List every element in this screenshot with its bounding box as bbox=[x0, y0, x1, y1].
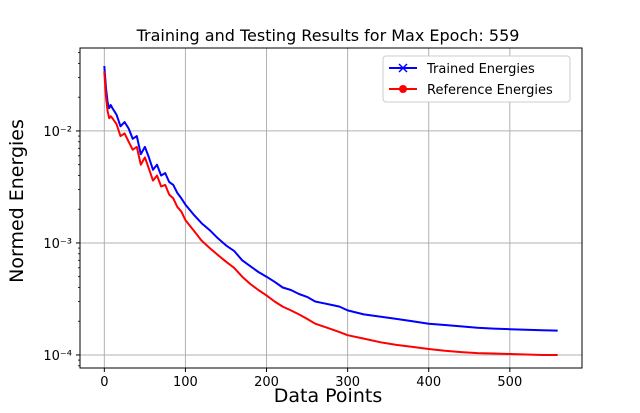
legend-marker-x-trained bbox=[398, 63, 408, 73]
y-axis-label: Normed Energies bbox=[6, 119, 28, 283]
legend-marker-o-reference bbox=[399, 85, 407, 93]
y-tick-label: 10⁻³ bbox=[43, 237, 72, 252]
x-axis-label: Data Points bbox=[274, 385, 382, 407]
y-tick-label: 10⁻² bbox=[43, 125, 72, 140]
legend-box bbox=[382, 55, 571, 103]
legend-label-trained: Trained Energies bbox=[426, 62, 535, 77]
x-tick-label: 300 bbox=[335, 375, 360, 390]
plot-frame bbox=[79, 47, 583, 369]
y-tick-label: 10⁻⁴ bbox=[43, 349, 72, 364]
x-tick-label: 400 bbox=[416, 375, 441, 390]
x-tick-label: 100 bbox=[173, 375, 198, 390]
grid-layer bbox=[80, 48, 582, 368]
chart-title: Training and Testing Results for Max Epo… bbox=[136, 26, 520, 45]
x-tick-label: 500 bbox=[497, 375, 522, 390]
x-tick-label: 200 bbox=[254, 375, 279, 390]
x-tick-label: 0 bbox=[100, 375, 108, 390]
legend-label-reference: Reference Energies bbox=[427, 83, 553, 98]
series-layer bbox=[103, 65, 558, 356]
tick-layer: 0 100 200 300 400 500 10⁻⁴ 10⁻³ 10⁻² bbox=[43, 52, 522, 390]
legend: Trained Energies Reference Energies bbox=[382, 55, 571, 103]
series-line-1 bbox=[103, 71, 558, 356]
series-line-0 bbox=[103, 65, 558, 332]
